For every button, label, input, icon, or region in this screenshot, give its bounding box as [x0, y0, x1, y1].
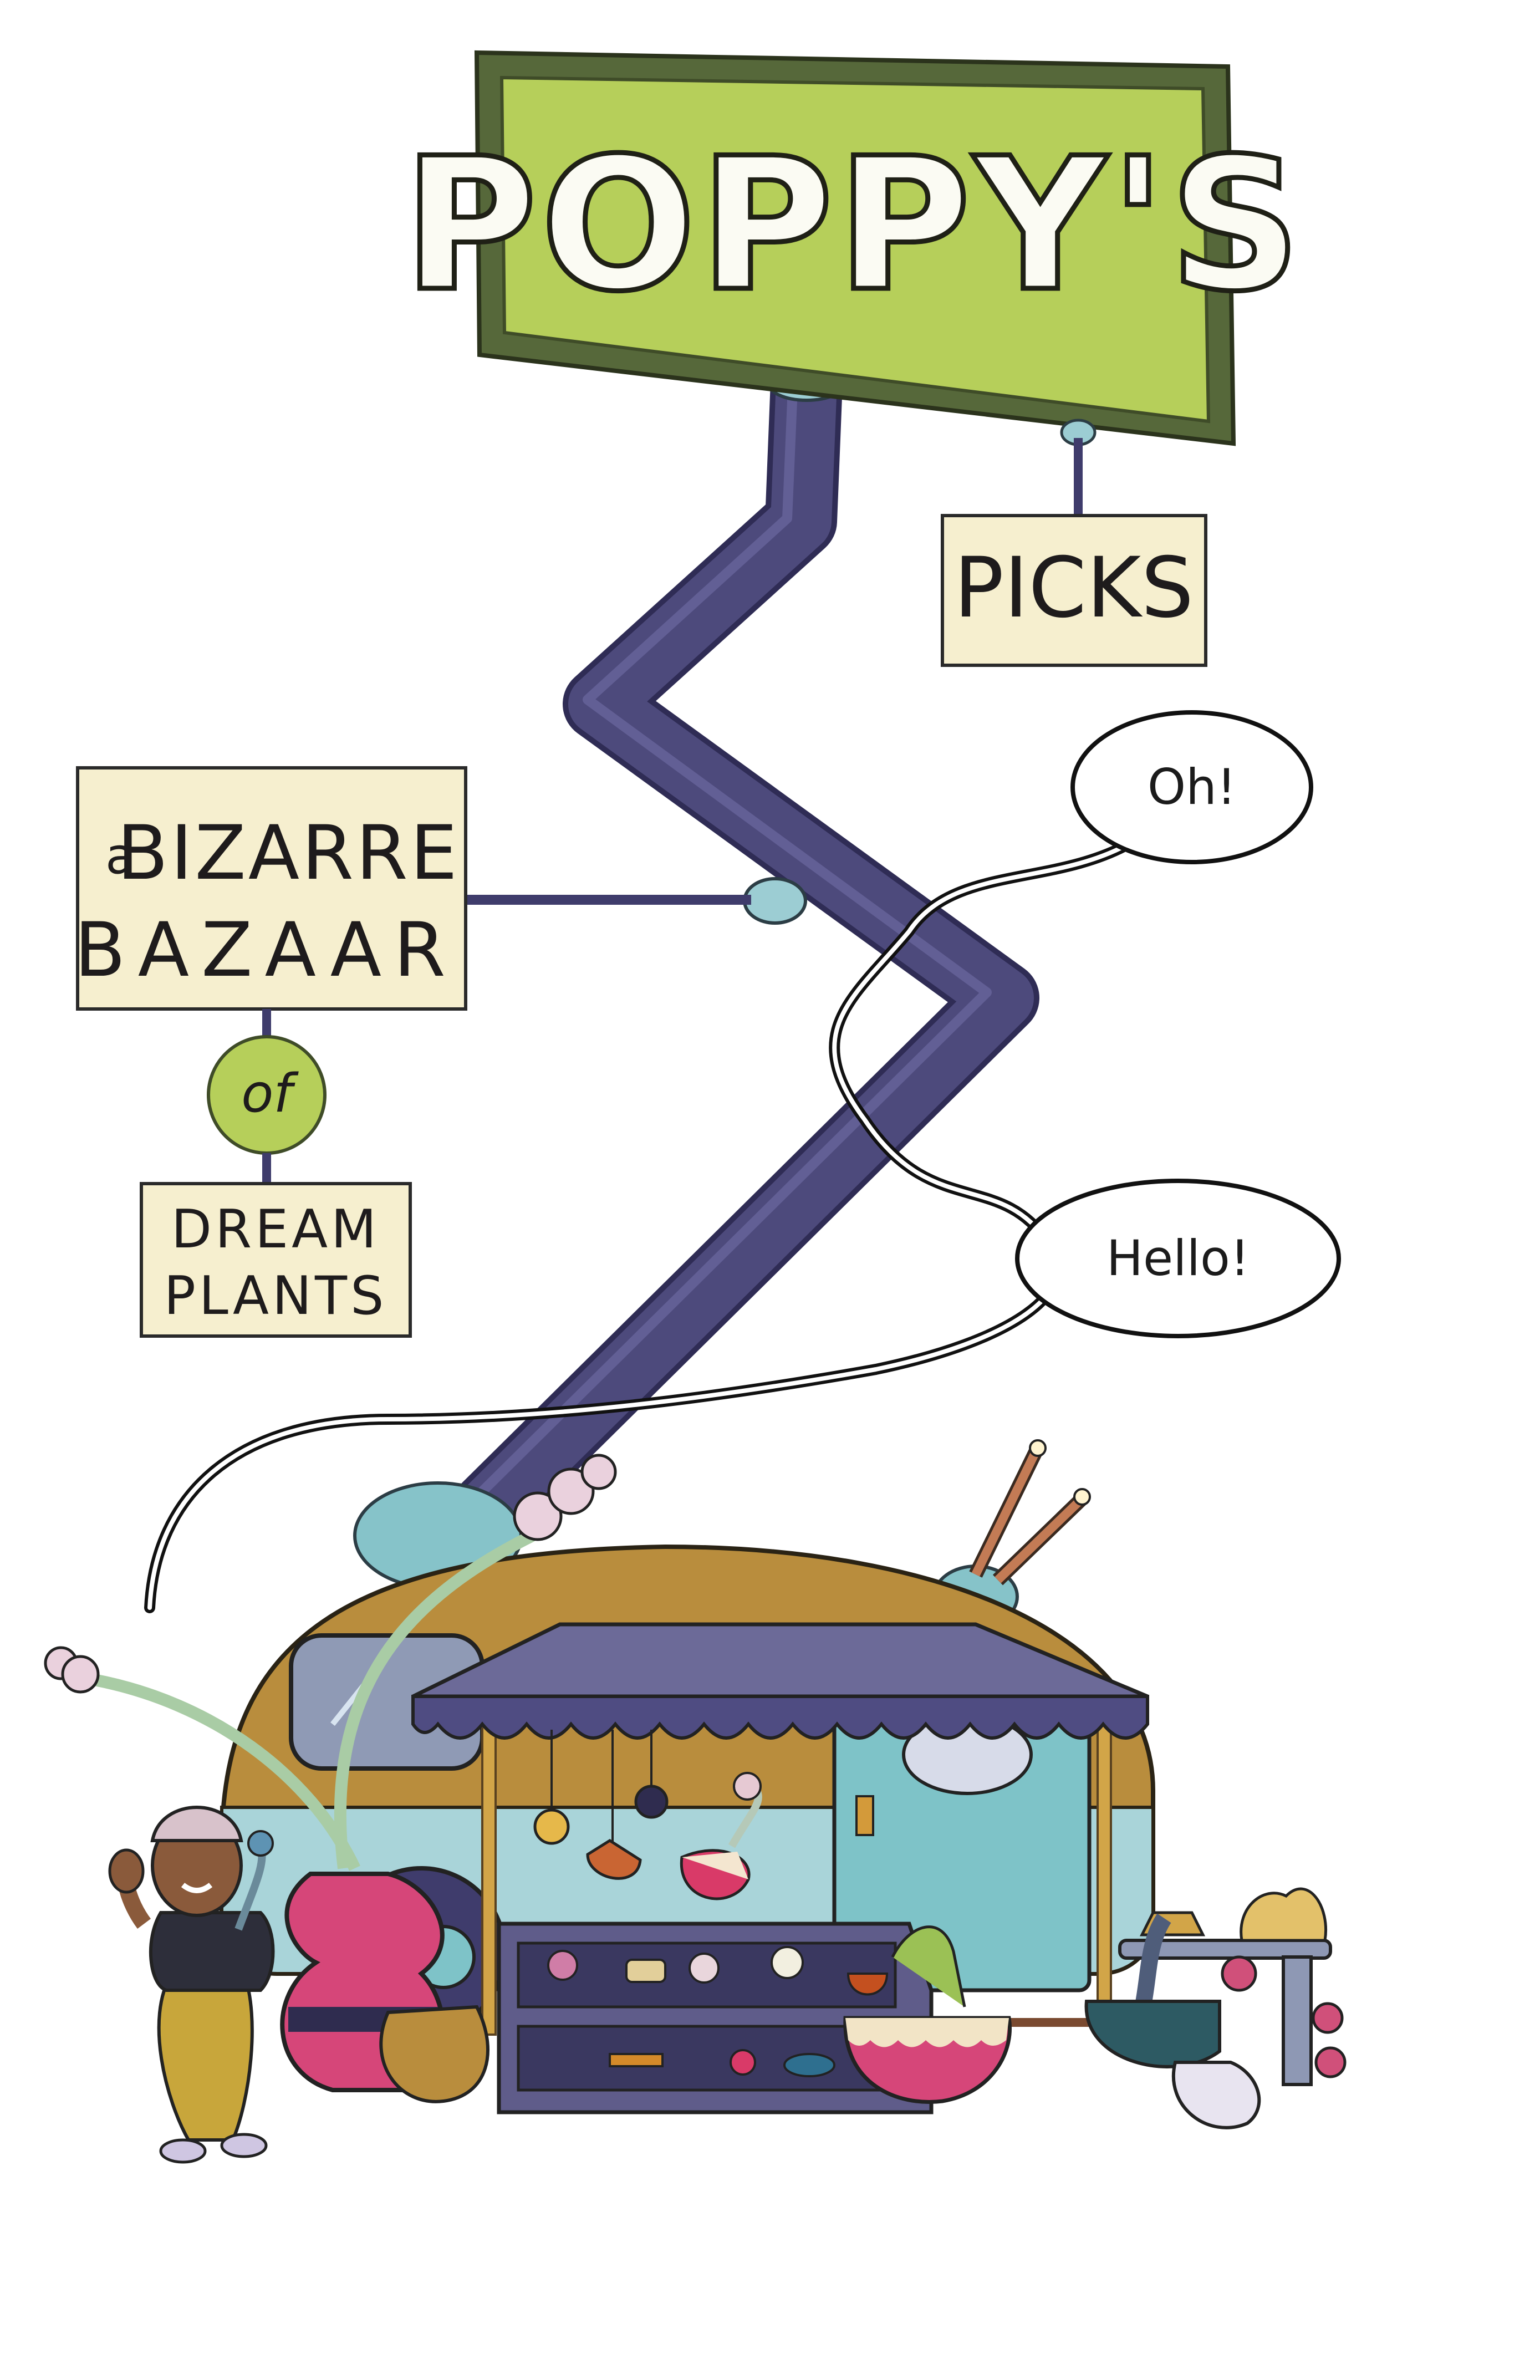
bubble-hello-text: Hello!: [1106, 1230, 1250, 1287]
pole-cap-middle: [743, 877, 807, 925]
dream-plants-sign: DREAM PLANTS: [140, 1182, 412, 1338]
left-vase-plant: [44, 1454, 617, 2103]
bazaar-sign: a BIZARRE BAZAAR: [74, 766, 467, 1011]
sign-title: POPPY'S: [403, 119, 1304, 332]
bazaar-a: a: [105, 827, 136, 885]
plants-label: PLANTS: [164, 1266, 387, 1327]
of-connector-top: [262, 1009, 271, 1042]
bazaar-line1: BIZARRE: [117, 809, 460, 896]
shopkeeper-character: [108, 1806, 275, 2164]
pink-bowl-plant: [843, 1925, 1012, 2104]
picks-sign: PICKS: [941, 514, 1207, 667]
sign-pole: [452, 346, 1039, 1544]
awning: [411, 1622, 1149, 2036]
bazaar-connector: [463, 895, 751, 905]
speech-bubble-hello: Hello!: [1015, 1179, 1341, 1338]
poppys-sign: POPPY'S: [401, 50, 1304, 446]
of-badge: of: [207, 1035, 327, 1155]
picks-connector: [1074, 438, 1083, 518]
speech-bubble-oh: Oh!: [1070, 710, 1313, 864]
dream-label: DREAM: [171, 1199, 380, 1260]
picks-label: PICKS: [953, 540, 1194, 636]
of-label: of: [241, 1063, 299, 1124]
display-shelf: [497, 1922, 934, 2114]
bubble-oh-text: Oh!: [1148, 758, 1236, 816]
of-connector-bottom: [262, 1153, 271, 1186]
right-table-plants: [1084, 1887, 1347, 2129]
bazaar-line2: BAZAAR: [74, 906, 458, 993]
